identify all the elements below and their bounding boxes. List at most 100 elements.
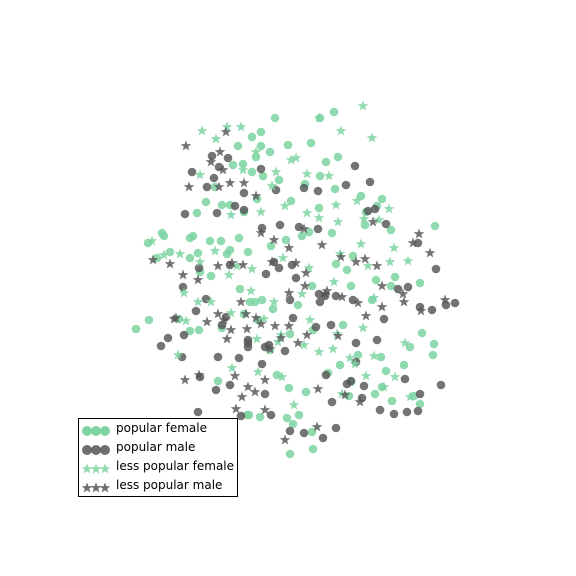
point-less-popular-male xyxy=(266,256,278,267)
point-less-popular-male xyxy=(439,294,451,305)
point-less-popular-female xyxy=(251,333,263,344)
point-less-popular-male xyxy=(360,310,372,321)
legend-star-marker xyxy=(90,482,102,493)
point-popular-male xyxy=(313,186,323,196)
point-less-popular-female xyxy=(226,362,238,373)
point-popular-female xyxy=(348,251,358,261)
point-popular-female xyxy=(256,127,266,137)
point-less-popular-male xyxy=(224,177,236,188)
point-popular-male xyxy=(230,201,240,211)
point-popular-female xyxy=(294,410,304,420)
point-popular-male xyxy=(327,397,337,407)
point-popular-female xyxy=(225,245,235,255)
point-less-popular-male xyxy=(230,403,242,414)
point-popular-female xyxy=(327,228,337,238)
point-less-popular-male xyxy=(229,370,241,381)
point-popular-male xyxy=(280,346,290,356)
point-less-popular-male xyxy=(332,330,344,341)
point-less-popular-male xyxy=(235,296,247,307)
point-popular-female xyxy=(430,221,440,231)
point-less-popular-male xyxy=(290,257,302,268)
point-less-popular-male xyxy=(352,297,364,308)
point-popular-male xyxy=(236,411,246,421)
point-less-popular-female xyxy=(328,276,340,287)
point-less-popular-female xyxy=(231,260,243,271)
point-popular-male xyxy=(318,433,328,443)
point-popular-female xyxy=(217,200,227,210)
point-popular-female xyxy=(265,147,275,157)
point-less-popular-male xyxy=(255,318,267,329)
point-less-popular-female xyxy=(313,346,325,357)
point-less-popular-female xyxy=(194,169,206,180)
point-less-popular-male xyxy=(283,287,295,298)
legend-handle-star-gray xyxy=(81,482,111,493)
point-popular-female xyxy=(238,159,248,169)
point-popular-female xyxy=(285,329,295,339)
point-popular-female xyxy=(331,259,341,269)
legend-star-marker xyxy=(99,482,111,493)
point-popular-female xyxy=(381,366,391,376)
point-popular-male xyxy=(351,338,361,348)
point-less-popular-male xyxy=(201,316,213,327)
points-layer xyxy=(131,100,460,459)
point-less-popular-female xyxy=(344,352,356,363)
point-popular-female xyxy=(255,412,265,422)
point-popular-male xyxy=(193,407,203,417)
point-less-popular-female xyxy=(158,249,170,260)
point-less-popular-male xyxy=(193,369,205,380)
point-less-popular-male xyxy=(336,291,348,302)
point-popular-male xyxy=(341,180,351,190)
point-popular-male xyxy=(261,269,271,279)
point-less-popular-male xyxy=(275,332,287,343)
point-less-popular-male xyxy=(250,312,262,323)
legend-item-less-popular-male: less popular male xyxy=(79,477,239,496)
point-less-popular-female xyxy=(146,235,158,246)
point-popular-female xyxy=(330,184,340,194)
legend-label: popular male xyxy=(116,440,196,454)
point-less-popular-female xyxy=(276,371,288,382)
point-popular-male xyxy=(450,298,460,308)
point-less-popular-male xyxy=(283,242,295,253)
point-less-popular-male xyxy=(413,228,425,239)
point-less-popular-female xyxy=(298,339,310,350)
point-popular-female xyxy=(286,196,296,206)
point-popular-male xyxy=(381,219,391,229)
point-popular-female xyxy=(304,227,314,237)
point-less-popular-female xyxy=(349,358,361,369)
point-popular-male xyxy=(413,406,423,416)
point-popular-male xyxy=(370,204,380,214)
point-popular-male xyxy=(213,352,223,362)
point-less-popular-male xyxy=(367,216,379,227)
point-less-popular-male xyxy=(217,164,229,175)
point-less-popular-male xyxy=(376,280,388,291)
point-popular-female xyxy=(314,203,324,213)
point-less-popular-female xyxy=(205,296,217,307)
point-popular-male xyxy=(257,359,267,369)
point-popular-male xyxy=(211,385,221,395)
point-popular-female xyxy=(387,396,397,406)
point-popular-male xyxy=(350,161,360,171)
point-popular-male xyxy=(403,282,413,292)
point-less-popular-male xyxy=(192,274,204,285)
point-popular-female xyxy=(371,275,381,285)
point-less-popular-male xyxy=(242,381,254,392)
point-popular-male xyxy=(321,370,331,380)
legend-handle-circle-green xyxy=(82,426,110,436)
point-popular-female xyxy=(213,376,223,386)
point-popular-male xyxy=(413,238,423,248)
point-popular-male xyxy=(285,295,295,305)
point-less-popular-female xyxy=(288,399,300,410)
legend: popular female popular male less popular… xyxy=(78,418,238,497)
point-popular-male xyxy=(375,405,385,415)
point-popular-female xyxy=(342,265,352,275)
point-popular-female xyxy=(188,231,198,241)
point-less-popular-male xyxy=(319,288,331,299)
point-popular-male xyxy=(315,297,325,307)
point-less-popular-female xyxy=(252,366,264,377)
point-popular-female xyxy=(234,233,244,243)
point-less-popular-male xyxy=(259,404,271,415)
point-less-popular-male xyxy=(354,396,366,407)
point-less-popular-female xyxy=(210,133,222,144)
point-less-popular-male xyxy=(300,267,312,278)
point-less-popular-female xyxy=(388,242,400,253)
